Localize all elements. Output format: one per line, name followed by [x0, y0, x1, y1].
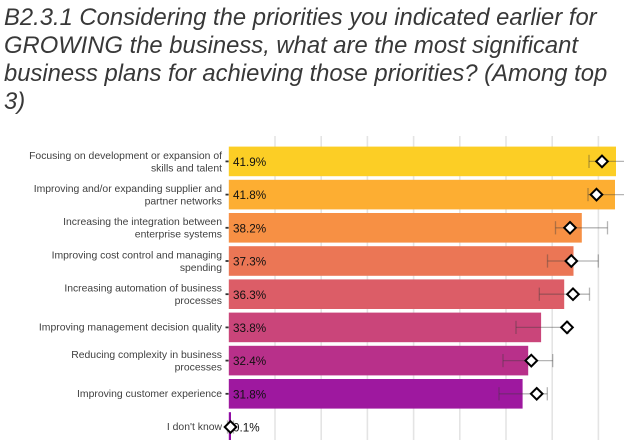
svg-text:37.3%: 37.3%: [233, 256, 266, 269]
svg-text:36.3%: 36.3%: [233, 289, 266, 302]
svg-text:Increasing automation of busin: Increasing automation of business: [64, 284, 222, 295]
svg-text:Improving management decision: Improving management decision quality: [39, 323, 223, 334]
svg-text:41.9%: 41.9%: [233, 156, 266, 169]
svg-text:Improving cost control and man: Improving cost control and managing: [52, 250, 223, 261]
svg-text:I don't know: I don't know: [167, 422, 223, 433]
svg-text:Improving and/or expanding sup: Improving and/or expanding supplier and: [34, 184, 223, 195]
svg-text:processes: processes: [175, 363, 222, 374]
svg-text:41.8%: 41.8%: [233, 189, 266, 202]
svg-text:Focusing on development or exp: Focusing on development or expansion of: [29, 151, 222, 162]
svg-text:Improving customer experience: Improving customer experience: [77, 389, 222, 400]
svg-text:skills and talent: skills and talent: [151, 163, 222, 174]
svg-text:Increasing the integration bet: Increasing the integration between: [63, 217, 222, 228]
svg-text:33.8%: 33.8%: [233, 322, 266, 335]
svg-text:spending: spending: [180, 263, 222, 274]
svg-text:processes: processes: [175, 296, 222, 307]
svg-text:enterprise systems: enterprise systems: [135, 230, 222, 241]
svg-text:32.4%: 32.4%: [233, 355, 266, 368]
svg-text:38.2%: 38.2%: [233, 222, 266, 235]
svg-text:partner networks: partner networks: [145, 197, 222, 208]
svg-text:0.1%: 0.1%: [233, 422, 260, 435]
svg-text:Reducing complexity in busines: Reducing complexity in business: [71, 350, 222, 361]
svg-text:31.8%: 31.8%: [233, 388, 266, 401]
